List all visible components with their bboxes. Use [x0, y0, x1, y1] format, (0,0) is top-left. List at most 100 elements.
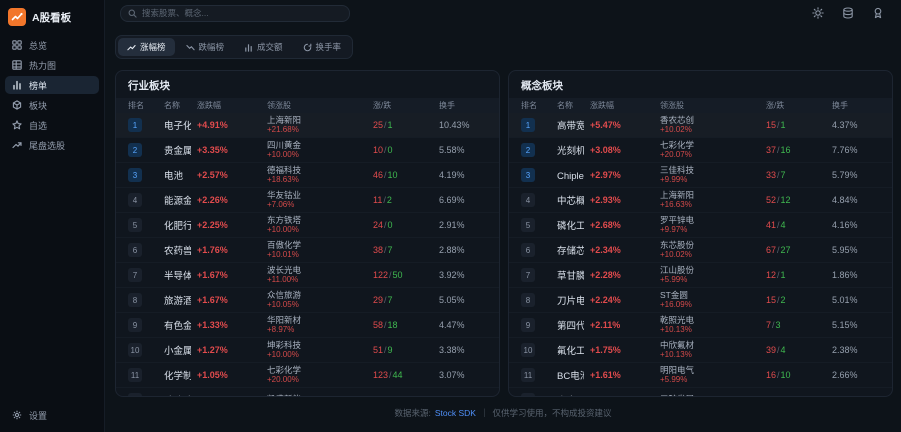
- leading-stock-cell: 众信旅游 +10.05%: [267, 289, 367, 310]
- table-row[interactable]: 1 高带宽内存 +5.47% 香农芯创 +10.02% 15/1 4.37%: [509, 113, 892, 138]
- down-count: 11: [388, 395, 397, 396]
- leading-stock-change: +9.99%: [660, 175, 688, 185]
- table-row[interactable]: 12 小金属概念 +1.58% 五矿发展 56/38 3.32%: [509, 388, 892, 396]
- updown-cell: 56/38: [766, 395, 826, 396]
- table-row[interactable]: 2 光刻机(胶) +3.08% 七彩化学 +20.07% 37/16 7.76%: [509, 138, 892, 163]
- leading-stock-name: 七彩化学: [660, 139, 695, 150]
- down-count: 7: [780, 170, 786, 180]
- table-row[interactable]: 11 化学制品 +1.05% 七彩化学 +20.00% 123/44 3.07%: [116, 363, 499, 388]
- disclaimer-text: 仅供学习使用，不构成投资建议: [492, 408, 612, 418]
- sidebar-item-sectors[interactable]: 板块: [5, 96, 99, 114]
- turnover-value: 2.38%: [832, 345, 858, 355]
- table-row[interactable]: 8 旅游酒店 +1.67% 众信旅游 +10.05% 29/7 5.05%: [116, 288, 499, 313]
- down-count: 27: [780, 245, 791, 255]
- sidebar-item-stock-picker[interactable]: 尾盘选股: [5, 136, 99, 154]
- updown-cell: 25/1: [373, 120, 433, 130]
- table-row[interactable]: 7 半导体 +1.67% 波长光电 +11.00% 122/50 3.92%: [116, 263, 499, 288]
- topbar-icons: [809, 4, 887, 22]
- change-percent: +0.57%: [197, 395, 261, 396]
- down-count: 0: [387, 145, 393, 155]
- rank-cell: 3: [521, 168, 551, 182]
- table-row[interactable]: 1 电子化学品 +4.91% 上海新阳 +21.68% 25/1 10.43%: [116, 113, 499, 138]
- table-row[interactable]: 3 Chiplet概念 +2.97% 三佳科技 +9.99% 33/7 5.79…: [509, 163, 892, 188]
- turnover-value: 3.38%: [439, 345, 465, 355]
- topbar: [105, 0, 901, 26]
- table-row[interactable]: 6 农药兽药 +1.76% 百傲化学 +10.01% 38/7 2.88%: [116, 238, 499, 263]
- leading-stock-change: +20.07%: [660, 150, 692, 160]
- sidebar-item-label: 板块: [29, 100, 48, 111]
- turnover-value: 5.15%: [832, 320, 858, 330]
- table-row[interactable]: 4 中芯概念 +2.93% 上海新阳 +16.63% 52/12 4.84%: [509, 188, 892, 213]
- leading-stock-name: 东方铁塔: [267, 214, 302, 225]
- table-row[interactable]: 6 存储芯片 +2.34% 东芯股份 +10.02% 67/27 5.95%: [509, 238, 892, 263]
- table-row[interactable]: 4 能源金属 +2.26% 华友钴业 +7.06% 11/2 6.69%: [116, 188, 499, 213]
- table-row[interactable]: 11 BC电池 +1.61% 明阳电气 +5.99% 16/10 2.66%: [509, 363, 892, 388]
- leading-stock-cell: 三佳科技 +9.99%: [660, 165, 760, 185]
- leading-stock-name: 明阳电气: [660, 364, 695, 375]
- table-row[interactable]: 12 玻璃玻纤 +0.57% 凯盛新能 18/11 4.16%: [116, 388, 499, 396]
- tab-turnover-amount[interactable]: 成交额: [235, 38, 292, 56]
- leading-stock-cell: 七彩化学 +20.07%: [660, 139, 760, 160]
- table-row[interactable]: 9 第四代半导体 +2.11% 乾照光电 +10.13% 7/3 5.15%: [509, 313, 892, 338]
- sidebar-item-rankings[interactable]: 榜单: [5, 76, 99, 94]
- tab-gainers[interactable]: 涨幅榜: [118, 38, 175, 56]
- turnover-value: 2.66%: [832, 370, 858, 380]
- rank-cell: 7: [128, 268, 158, 282]
- turnover-value: 5.79%: [832, 170, 858, 180]
- sector-name: 刀片电池: [557, 296, 584, 307]
- search-input[interactable]: [142, 8, 342, 18]
- rank-cell: 5: [521, 218, 551, 232]
- turnover-value: 6.69%: [439, 195, 465, 205]
- change-percent: +2.25%: [197, 220, 228, 230]
- theme-toggle-button[interactable]: [809, 4, 827, 22]
- sun-icon: [812, 7, 824, 19]
- grid-icon: [12, 40, 22, 50]
- leading-stock-cell: 乾照光电 +10.13%: [660, 315, 760, 335]
- turnover-value: 5.58%: [439, 145, 465, 155]
- turnover-value: 4.19%: [439, 170, 465, 180]
- table-row[interactable]: 3 电池 +2.57% 德福科技 +18.63% 46/10 4.19%: [116, 163, 499, 188]
- updown-separator: /: [389, 270, 392, 280]
- table-row[interactable]: 10 小金属 +1.27% 坤彩科技 +10.00% 51/9 3.38%: [116, 338, 499, 363]
- settings-button[interactable]: 设置: [5, 406, 99, 424]
- table-row[interactable]: 9 有色金属 +1.33% 华阳新材 +8.97% 58/18 4.47%: [116, 313, 499, 338]
- turnover-value: 4.37%: [832, 120, 858, 130]
- table-row[interactable]: 5 磷化工 +2.68% 罗平锌电 +9.97% 41/4 4.16%: [509, 213, 892, 238]
- rank-badge: 10: [128, 343, 142, 357]
- tab-turnover-rate[interactable]: 换手率: [294, 38, 351, 56]
- leading-stock-change: +10.05%: [267, 300, 299, 310]
- sidebar-item-overview[interactable]: 总览: [5, 36, 99, 54]
- table-row[interactable]: 10 氟化工 +1.75% 中欣氟材 +10.13% 39/4 2.38%: [509, 338, 892, 363]
- data-source-button[interactable]: [839, 4, 857, 22]
- up-count: 122: [373, 270, 389, 280]
- sidebar-item-heatmap[interactable]: 热力图: [5, 56, 99, 74]
- table-row[interactable]: 7 草甘膦 +2.28% 江山股份 +5.99% 12/1 1.86%: [509, 263, 892, 288]
- up-count: 15: [766, 120, 777, 130]
- sidebar-item-watchlist[interactable]: 自选: [5, 116, 99, 134]
- change-percent: +1.67%: [197, 270, 228, 280]
- data-source-link[interactable]: Stock SDK: [434, 408, 476, 418]
- tab-losers[interactable]: 跌幅榜: [177, 38, 234, 56]
- col-turnover: 换手: [439, 101, 455, 110]
- footer: 数据来源: Stock SDK ｜ 仅供学习使用，不构成投资建议: [105, 397, 901, 432]
- updown-cell: 38/7: [373, 245, 433, 255]
- concept-sectors-card: 概念板块 排名 名称 涨跌幅 领涨股 涨/跌 换手 1 高带宽内存 +5.4: [508, 70, 893, 397]
- table-row[interactable]: 5 化肥行业 +2.25% 东方铁塔 +10.00% 24/0 2.91%: [116, 213, 499, 238]
- updown-separator: /: [384, 220, 387, 230]
- change-percent: +3.08%: [590, 145, 621, 155]
- sector-name: 磷化工: [557, 221, 584, 232]
- updown-separator: /: [384, 320, 387, 330]
- leading-stock-name: 众信旅游: [267, 289, 302, 300]
- sidebar-item-label: 尾盘选股: [29, 140, 66, 151]
- search-box[interactable]: [120, 4, 350, 22]
- table-row[interactable]: 2 贵金属 +3.35% 四川黄金 +10.00% 10/0 5.58%: [116, 138, 499, 163]
- up-count: 29: [373, 295, 384, 305]
- updown-separator: /: [777, 270, 780, 280]
- leading-stock-name: 香农芯创: [660, 114, 695, 125]
- table-row[interactable]: 8 刀片电池 +2.24% ST金圆 +16.09% 15/2 5.01%: [509, 288, 892, 313]
- award-button[interactable]: [869, 4, 887, 22]
- updown-separator: /: [384, 245, 387, 255]
- updown-cell: 24/0: [373, 220, 433, 230]
- up-count: 38: [373, 245, 384, 255]
- sector-name: 半导体: [164, 271, 191, 282]
